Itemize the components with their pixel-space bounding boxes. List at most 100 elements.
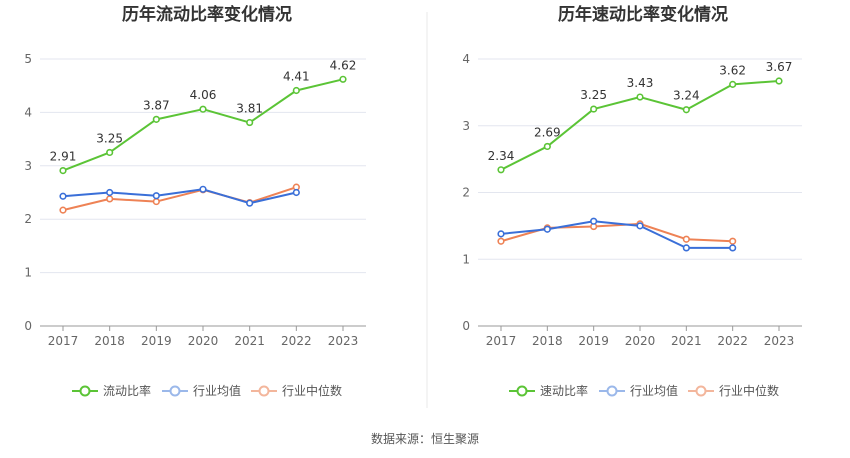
data-point[interactable]: [199, 185, 207, 193]
data-label: 4.62: [330, 58, 357, 72]
data-point[interactable]: [497, 166, 505, 174]
x-tick-label: 2017: [486, 334, 517, 348]
x-tick-label: 2019: [141, 334, 172, 348]
data-point[interactable]: [292, 188, 300, 197]
data-point[interactable]: [246, 118, 254, 127]
y-tick-label: 2: [24, 212, 32, 226]
data-label: 3.24: [673, 89, 700, 103]
data-label: 3.25: [580, 88, 607, 102]
data-point[interactable]: [636, 93, 644, 101]
legend-marker-icon: [516, 385, 528, 397]
legend-item-median-left[interactable]: 行业中位数: [251, 383, 342, 398]
legend-marker-icon: [169, 385, 181, 397]
y-tick-label: 5: [24, 52, 32, 66]
x-tick-label: 2017: [48, 334, 79, 348]
legend-item-avg-left[interactable]: 行业均值: [162, 383, 241, 398]
data-point[interactable]: [636, 222, 644, 230]
legend-label: 行业均值: [630, 383, 678, 398]
data-point[interactable]: [682, 244, 690, 252]
left-plot-area: 0 1 2 3 4 5 2017 2018 2019 2020 2021 2022 2023 2.91 3.…: [24, 52, 366, 348]
legend-marker-icon: [695, 385, 707, 397]
data-point[interactable]: [152, 192, 160, 200]
legend-label: 流动比率: [103, 383, 151, 398]
y-tick-label: 0: [462, 319, 470, 333]
data-label: 3.87: [143, 98, 170, 112]
legend-marker-icon: [258, 385, 270, 397]
data-label: 2.91: [50, 150, 77, 164]
right-legend: 速动比率 行业均值 行业中位数: [509, 383, 779, 398]
legend-label: 速动比率: [540, 383, 588, 398]
series-line-industry-avg: [62, 188, 297, 205]
data-point[interactable]: [292, 86, 300, 95]
right-chart-title: 历年速动比率变化情况: [558, 4, 728, 25]
data-point[interactable]: [590, 105, 598, 113]
data-label: 3.62: [719, 63, 746, 77]
series-line-industry-median: [500, 222, 733, 243]
data-point[interactable]: [729, 80, 737, 88]
data-point[interactable]: [106, 195, 114, 203]
legend-item-median-right[interactable]: 行业中位数: [688, 383, 779, 398]
legend-item-avg-right[interactable]: 行业均值: [599, 383, 678, 398]
legend-label: 行业中位数: [282, 383, 342, 398]
x-tick-label: 2019: [578, 334, 609, 348]
data-source: 数据来源：恒生聚源: [371, 431, 479, 446]
y-tick-label: 3: [24, 159, 32, 173]
x-tick-label: 2018: [94, 334, 125, 348]
legend-label: 行业均值: [193, 383, 241, 398]
y-tick-label: 3: [462, 119, 470, 133]
data-label: 3.43: [627, 76, 654, 90]
data-label: 3.81: [236, 102, 263, 116]
data-point[interactable]: [59, 167, 67, 175]
data-point[interactable]: [497, 230, 505, 238]
data-point[interactable]: [682, 106, 690, 114]
data-label: 3.25: [96, 131, 123, 145]
data-point[interactable]: [152, 197, 160, 206]
data-point[interactable]: [775, 77, 783, 85]
data-label: 2.34: [488, 149, 515, 163]
data-label: 2.69: [534, 125, 561, 139]
data-point[interactable]: [682, 235, 690, 243]
y-tick-label: 2: [462, 186, 470, 200]
right-plot-area: 0 1 2 3 4 2017 2018 2019 2020 2021 2022 2023 2.34 2.6…: [462, 52, 802, 348]
y-tick-label: 4: [462, 52, 470, 66]
data-point[interactable]: [497, 237, 505, 245]
data-point[interactable]: [152, 115, 160, 123]
data-point[interactable]: [246, 199, 254, 207]
data-point[interactable]: [543, 225, 551, 233]
data-label: 4.41: [283, 70, 310, 84]
left-chart-title: 历年流动比率变化情况: [122, 4, 292, 25]
y-tick-label: 0: [24, 319, 32, 333]
data-point[interactable]: [199, 105, 207, 113]
data-point[interactable]: [729, 237, 737, 245]
data-point[interactable]: [59, 206, 67, 214]
x-tick-label: 2022: [281, 334, 312, 348]
x-tick-label: 2021: [234, 334, 265, 348]
y-tick-label: 4: [24, 105, 32, 119]
x-tick-label: 2021: [671, 334, 702, 348]
left-legend: 流动比率 行业均值 行业中位数: [72, 383, 342, 398]
legend-marker-icon: [79, 385, 91, 397]
x-tick-label: 2022: [717, 334, 748, 348]
y-tick-label: 1: [24, 266, 32, 280]
legend-label: 行业中位数: [719, 383, 779, 398]
series-line-industry-avg: [500, 220, 733, 249]
legend-item-company-left[interactable]: 流动比率: [72, 383, 151, 398]
x-tick-label: 2020: [625, 334, 656, 348]
x-tick-label: 2020: [188, 334, 219, 348]
data-point[interactable]: [729, 244, 737, 252]
legend-marker-icon: [606, 385, 618, 397]
x-tick-label: 2023: [328, 334, 359, 348]
series-line-industry-median: [62, 186, 297, 212]
y-tick-label: 1: [462, 252, 470, 266]
data-point[interactable]: [59, 192, 67, 200]
x-tick-label: 2018: [532, 334, 563, 348]
data-point[interactable]: [106, 188, 114, 197]
data-point[interactable]: [590, 217, 598, 225]
legend-item-company-right[interactable]: 速动比率: [509, 383, 588, 398]
data-point[interactable]: [339, 75, 347, 83]
data-point[interactable]: [543, 142, 551, 151]
x-tick-label: 2023: [764, 334, 795, 348]
data-point[interactable]: [106, 148, 114, 157]
data-label: 3.67: [766, 60, 793, 74]
